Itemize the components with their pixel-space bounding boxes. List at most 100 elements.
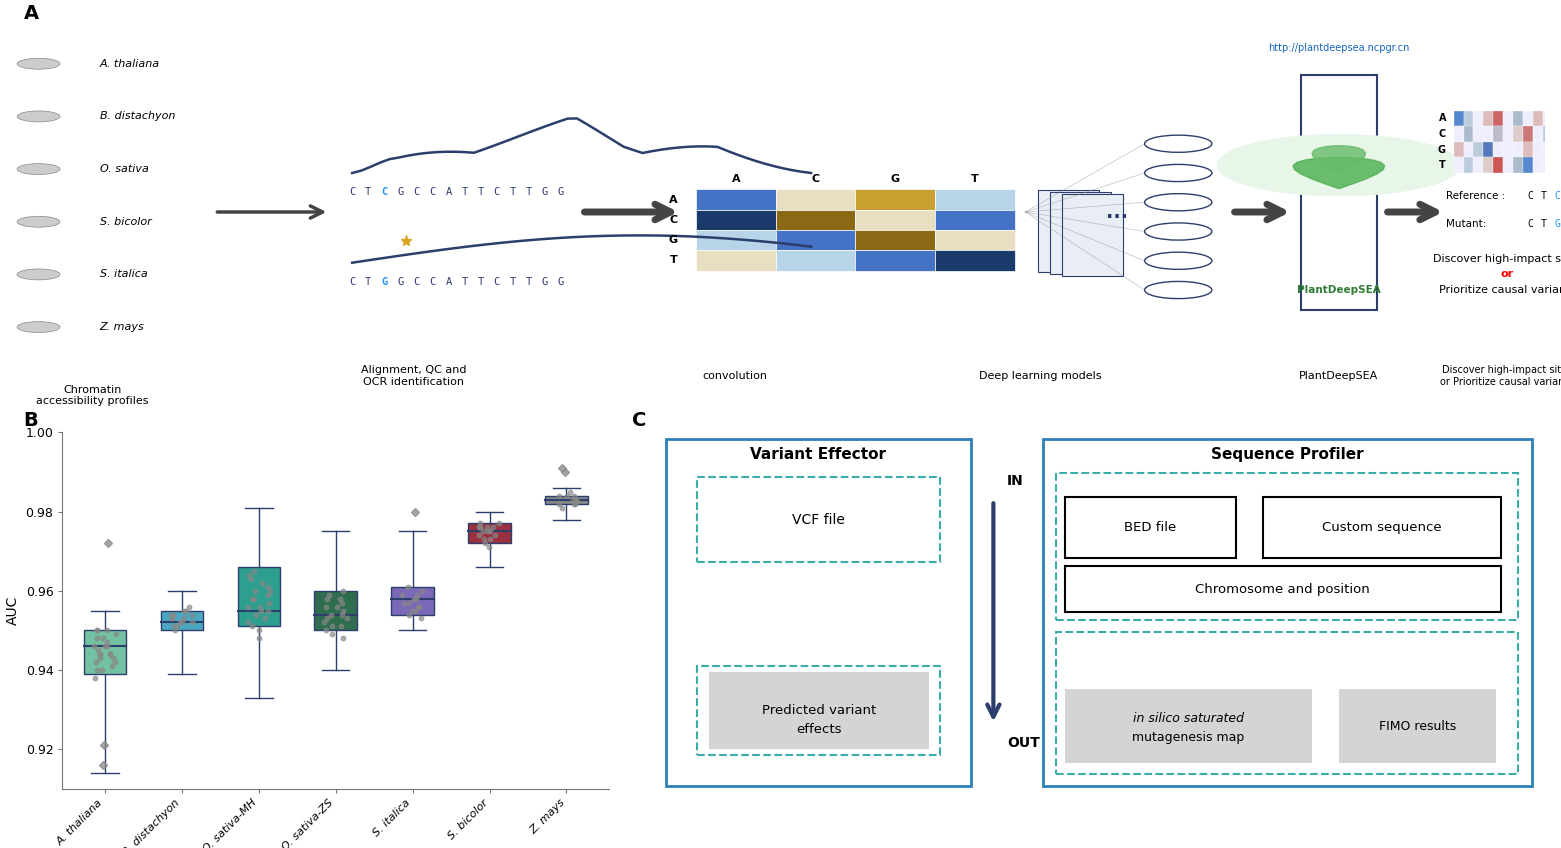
Circle shape: [1144, 135, 1211, 153]
Bar: [1483, 158, 1494, 173]
Text: T: T: [478, 187, 484, 198]
Polygon shape: [1293, 158, 1385, 188]
Text: G: G: [396, 277, 403, 287]
Circle shape: [17, 164, 59, 175]
Text: A: A: [445, 277, 451, 287]
Text: C: C: [381, 187, 387, 198]
Bar: [1464, 126, 1474, 142]
Bar: [1049, 192, 1111, 274]
Bar: [1533, 110, 1544, 126]
Bar: [1474, 126, 1483, 142]
Bar: [665, 438, 971, 786]
Text: convolution: convolution: [702, 371, 766, 381]
Text: T: T: [526, 277, 532, 287]
Text: T: T: [509, 277, 517, 287]
Bar: [698, 477, 940, 562]
Bar: [696, 230, 776, 250]
Bar: [1503, 110, 1513, 126]
Text: C: C: [812, 174, 820, 183]
Bar: [1553, 142, 1561, 158]
Bar: [237, 567, 279, 627]
Bar: [1061, 194, 1124, 276]
Bar: [1553, 158, 1561, 173]
Bar: [1533, 158, 1544, 173]
Bar: [1524, 158, 1533, 173]
Text: Custom sequence: Custom sequence: [1322, 521, 1441, 534]
Bar: [1553, 126, 1561, 142]
Text: C: C: [493, 187, 500, 198]
Text: A. thaliana: A. thaliana: [100, 59, 159, 69]
Bar: [696, 250, 776, 271]
Bar: [1464, 158, 1474, 173]
Text: C: C: [350, 277, 356, 287]
Bar: [1513, 126, 1524, 142]
Circle shape: [1144, 165, 1211, 181]
Text: T: T: [478, 277, 484, 287]
Text: Discover high-impact sites
or Prioritize causal variants: Discover high-impact sites or Prioritize…: [1441, 365, 1561, 387]
Bar: [696, 209, 776, 230]
Bar: [392, 587, 434, 615]
Text: C: C: [414, 277, 420, 287]
Bar: [696, 189, 776, 209]
Bar: [1453, 158, 1464, 173]
Bar: [1544, 126, 1553, 142]
Bar: [1474, 158, 1483, 173]
Bar: [468, 523, 510, 544]
Text: C: C: [429, 277, 436, 287]
Bar: [1494, 142, 1503, 158]
Bar: [161, 611, 203, 630]
Bar: [1453, 126, 1464, 142]
Text: T: T: [526, 187, 532, 198]
Text: T: T: [971, 174, 979, 183]
Text: in silico saturated: in silico saturated: [1133, 712, 1244, 725]
Text: Deep learning models: Deep learning models: [979, 371, 1102, 381]
Text: T: T: [1541, 219, 1547, 229]
Bar: [1513, 142, 1524, 158]
Text: A: A: [23, 4, 39, 23]
Bar: [935, 250, 1015, 271]
Text: C: C: [1439, 129, 1445, 139]
Text: G: G: [381, 277, 387, 287]
Bar: [1339, 689, 1495, 763]
Bar: [855, 209, 935, 230]
Text: G: G: [1438, 145, 1445, 154]
Circle shape: [17, 111, 59, 122]
Bar: [935, 189, 1015, 209]
Bar: [1503, 126, 1513, 142]
Bar: [1038, 191, 1099, 272]
Text: G: G: [557, 187, 564, 198]
Bar: [1474, 110, 1483, 126]
Polygon shape: [1300, 75, 1377, 310]
Circle shape: [17, 59, 59, 70]
Bar: [1474, 142, 1483, 158]
Bar: [1513, 110, 1524, 126]
Text: C: C: [1527, 192, 1533, 201]
Text: G: G: [542, 187, 548, 198]
Bar: [776, 209, 855, 230]
Text: G: G: [396, 187, 403, 198]
Text: C: C: [1555, 192, 1561, 201]
Text: Variant Effector: Variant Effector: [751, 447, 887, 461]
Text: B. distachyon: B. distachyon: [100, 111, 175, 121]
Bar: [776, 250, 855, 271]
Text: C: C: [414, 187, 420, 198]
Text: C: C: [1527, 219, 1533, 229]
Bar: [1494, 158, 1503, 173]
Text: T: T: [365, 187, 372, 198]
Text: Alignment, QC and
OCR identification: Alignment, QC and OCR identification: [361, 365, 467, 387]
Bar: [1464, 110, 1474, 126]
Bar: [84, 630, 126, 674]
Circle shape: [17, 269, 59, 280]
Bar: [1453, 142, 1464, 158]
Bar: [776, 230, 855, 250]
Bar: [1494, 126, 1503, 142]
Bar: [1043, 438, 1531, 786]
Bar: [935, 209, 1015, 230]
Text: http://plantdeepsea.ncpgr.cn: http://plantdeepsea.ncpgr.cn: [1268, 43, 1410, 53]
Bar: [1524, 110, 1533, 126]
Circle shape: [1144, 282, 1211, 298]
Bar: [1483, 126, 1494, 142]
Text: G: G: [668, 235, 677, 245]
Text: A: A: [445, 187, 451, 198]
Text: Mutant:: Mutant:: [1445, 219, 1486, 229]
